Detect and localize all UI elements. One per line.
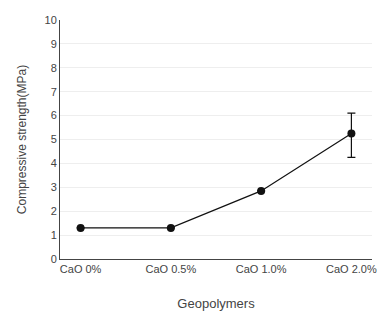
svg-text:1: 1 (51, 229, 57, 241)
svg-text:7: 7 (51, 86, 57, 98)
svg-text:3: 3 (51, 181, 57, 193)
svg-text:Compressive strength(MPa): Compressive strength(MPa) (15, 65, 29, 214)
svg-text:6: 6 (51, 109, 57, 121)
svg-text:2: 2 (51, 205, 57, 217)
svg-text:10: 10 (45, 14, 57, 26)
svg-text:CaO 2.0%: CaO 2.0% (326, 263, 377, 275)
svg-text:9: 9 (51, 38, 57, 50)
svg-text:Geopolymers: Geopolymers (177, 296, 255, 311)
svg-text:5: 5 (51, 133, 57, 145)
svg-text:8: 8 (51, 62, 57, 74)
svg-text:4: 4 (51, 157, 57, 169)
svg-text:CaO 0%: CaO 0% (60, 263, 102, 275)
svg-text:CaO 1.0%: CaO 1.0% (236, 263, 287, 275)
svg-text:0: 0 (51, 253, 57, 265)
svg-text:CaO 0.5%: CaO 0.5% (145, 263, 196, 275)
